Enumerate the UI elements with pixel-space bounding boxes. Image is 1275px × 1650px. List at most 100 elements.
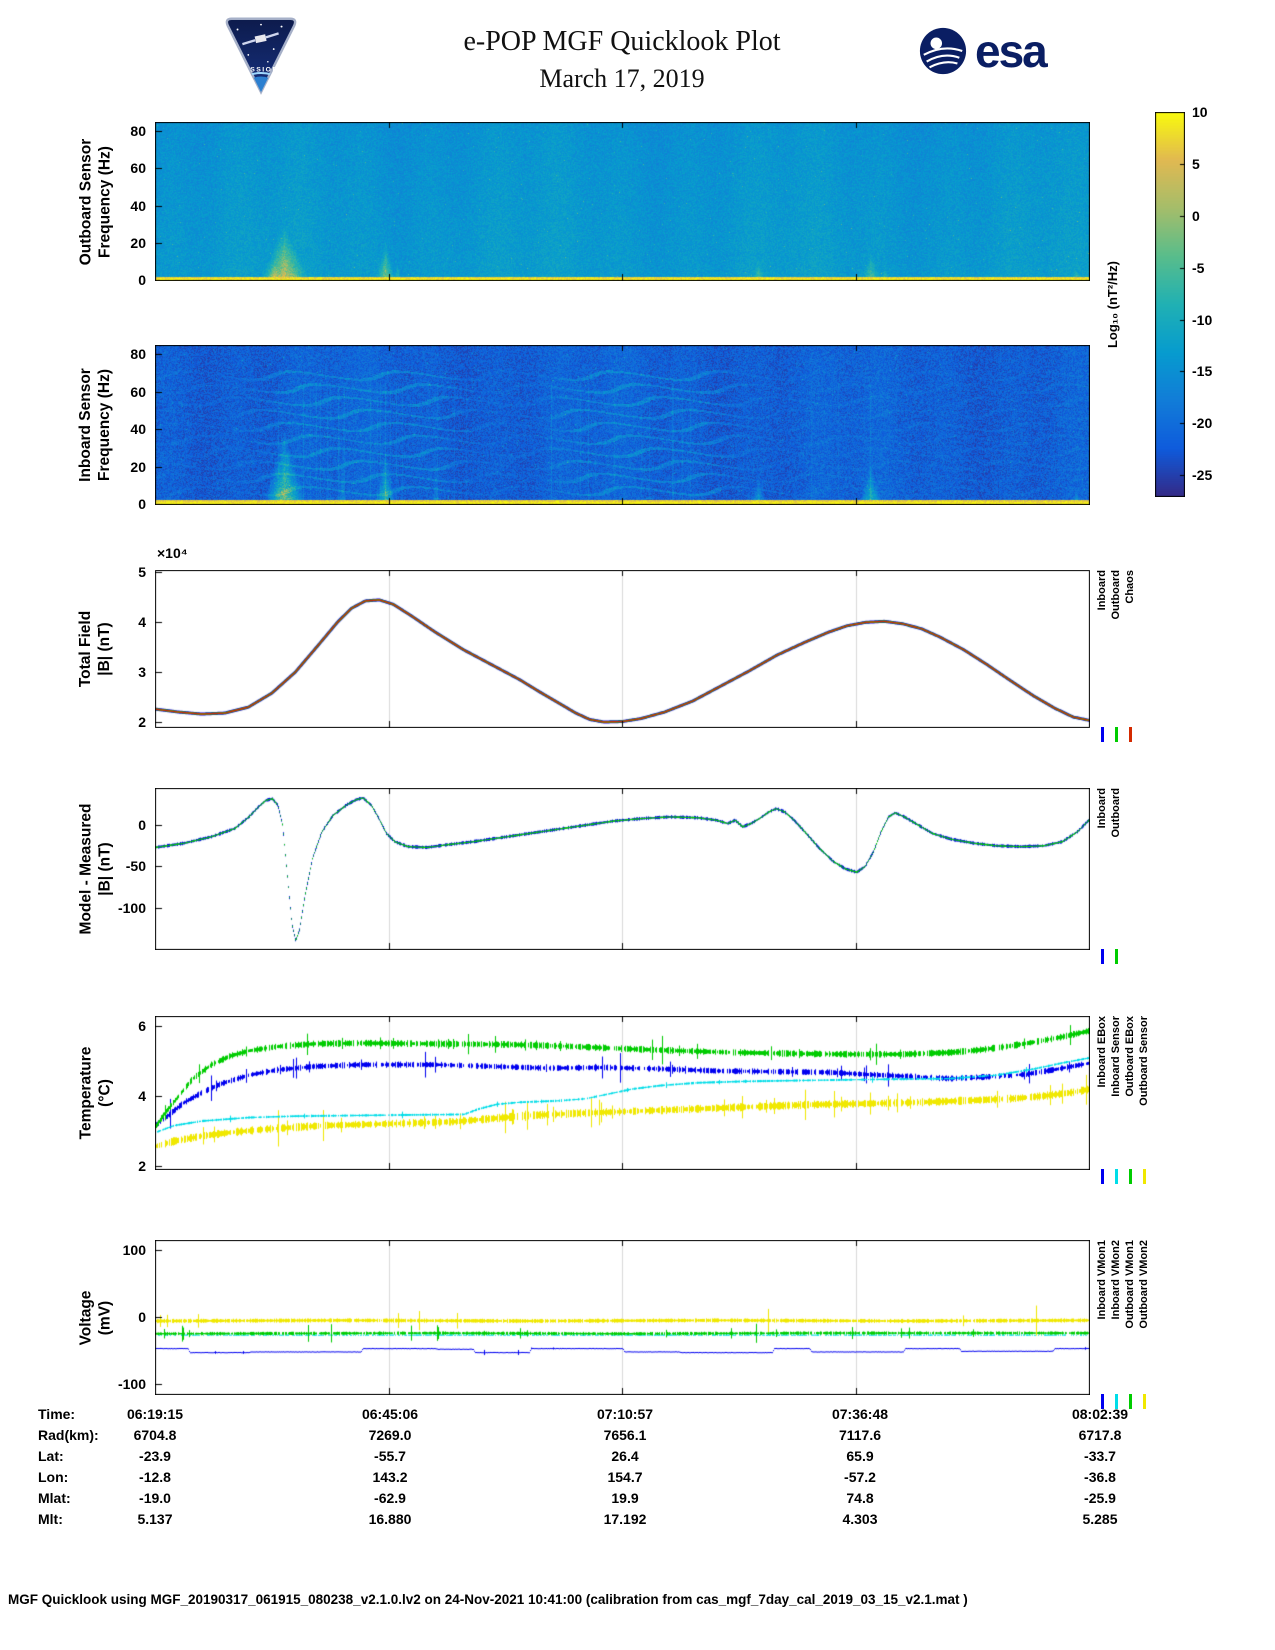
y-tick-label: 20 [130, 458, 146, 475]
ephemeris-cell: -12.8 [139, 1469, 171, 1485]
y-tick-label: 100 [122, 1242, 146, 1259]
page-date: March 17, 2019 [539, 64, 705, 93]
ephemeris-cell: 07:10:57 [596, 1406, 654, 1422]
total-field-ylabel: Total Field |B| (nT) [40, 570, 150, 728]
ephemeris-cell: 74.8 [846, 1490, 874, 1506]
y-tick-label: 4 [138, 614, 146, 631]
ephemeris-cell: -57.2 [844, 1469, 876, 1485]
legend-label: Outboard VMon2 [1138, 1240, 1150, 1329]
legend-item: Inboard [1096, 788, 1108, 964]
legend-color-dash [1100, 1394, 1104, 1409]
legend-label: Chaos [1124, 570, 1136, 604]
y-tick-label: 60 [130, 160, 146, 177]
page-title: e-POP MGF Quicklook Plot [463, 26, 781, 57]
ephemeris-cell: 7656.1 [603, 1427, 647, 1443]
ephemeris-row-label: Lat: [38, 1448, 64, 1464]
y-tick-label: 60 [130, 383, 146, 400]
legend-label: Outboard VMon1 [1124, 1240, 1136, 1329]
legend-color-dash [1114, 949, 1118, 964]
ephemeris-cell: 143.2 [372, 1469, 408, 1485]
footer-note: MGF Quicklook using MGF_20190317_061915_… [8, 1592, 968, 1607]
ephemeris-cell: 6704.8 [133, 1427, 177, 1443]
legend-color-dash [1114, 1169, 1118, 1184]
legend-item: Inboard VMon1 [1096, 1240, 1108, 1409]
ephemeris-cell: 5.285 [1082, 1511, 1118, 1527]
ephemeris-row-label: Mlat: [38, 1490, 71, 1506]
colorbar-tick-label: 5 [1192, 155, 1200, 172]
ephemeris-cell: 17.192 [603, 1511, 647, 1527]
total-field-scale-label: ×10⁴ [157, 545, 188, 561]
ephemeris-row-label: Time: [38, 1406, 76, 1422]
ylabel-line: Inboard Sensor [77, 368, 94, 482]
ylabel-line: Total Field [76, 610, 94, 688]
y-tick-label: -50 [125, 858, 146, 875]
inboard-spectrogram-canvas [155, 345, 1090, 505]
ylabel-line: |B| (nT) [95, 622, 113, 676]
ephemeris-row-label: Rad(km): [38, 1427, 99, 1443]
ephemeris-cell: 7117.6 [838, 1427, 882, 1443]
legend-item: Chaos [1124, 570, 1136, 742]
ephemeris-cell: 5.137 [137, 1511, 173, 1527]
ephemeris-cell: -55.7 [374, 1448, 406, 1464]
ephemeris-cell: 16.880 [368, 1511, 412, 1527]
y-tick-label: -100 [117, 899, 146, 916]
total-field-canvas [155, 570, 1090, 728]
ylabel-line: Outboard Sensor [77, 138, 95, 265]
ephemeris-cell: 08:02:39 [1071, 1406, 1129, 1422]
ephemeris-row-label: Lon: [38, 1469, 69, 1485]
ephemeris-cell: 6717.8 [1078, 1427, 1122, 1443]
ylabel-line: Temperature [77, 1046, 94, 1140]
model-minus-measured-canvas [155, 788, 1090, 950]
ephemeris-cell: 26.4 [611, 1448, 639, 1464]
ephemeris-cell: 06:19:15 [126, 1406, 184, 1422]
legend-item: Outboard EBox [1124, 1016, 1136, 1184]
legend-color-dash [1142, 1169, 1146, 1184]
colorbar-tick-label: -10 [1192, 311, 1213, 328]
legend-item: Inboard VMon2 [1110, 1240, 1122, 1409]
voltage-legend: Inboard VMon1 Inboard VMon2 Outboard VMon1… [1096, 1240, 1152, 1409]
legend-color-dash [1128, 1169, 1132, 1184]
legend-label: Outboard EBox [1124, 1016, 1136, 1097]
legend-label: Outboard [1110, 788, 1122, 838]
legend-label: Inboard VMon1 [1096, 1240, 1108, 1320]
y-tick-label: 3 [138, 664, 146, 681]
legend-label: Inboard Sensor [1110, 1016, 1122, 1097]
model-minus-measured-legend: Inboard Outboard [1096, 788, 1152, 964]
temperature-canvas [155, 1016, 1090, 1170]
legend-color-dash [1128, 1394, 1132, 1409]
y-tick-label: 0 [138, 496, 146, 512]
legend-item: Outboard [1110, 570, 1122, 742]
legend-item: Outboard VMon1 [1124, 1240, 1136, 1409]
legend-color-dash [1142, 1394, 1146, 1409]
legend-item: Inboard EBox [1096, 1016, 1108, 1184]
ephemeris-cell: 154.7 [607, 1469, 643, 1485]
esa-emblem-icon [919, 27, 967, 75]
legend-label: Inboard VMon2 [1110, 1240, 1122, 1320]
mission-patch-shape [225, 17, 297, 95]
legend-label: Outboard Sensor [1138, 1016, 1150, 1106]
y-tick-label: 0 [138, 817, 146, 834]
y-tick-label: 80 [130, 346, 146, 363]
esa-logo: esa [918, 26, 1048, 76]
cassiope-mission-logo: CASSIOPE [225, 17, 297, 95]
ephemeris-cell: 4.303 [842, 1511, 878, 1527]
y-tick-label: 5 [138, 564, 146, 581]
legend-color-dash [1114, 727, 1118, 742]
ephemeris-cell: -36.8 [1084, 1469, 1116, 1485]
y-tick-label: 2 [138, 714, 146, 731]
colorbar [1155, 112, 1185, 497]
ephemeris-row-label: Mlt: [38, 1511, 63, 1527]
ylabel-line: Model - Measured [77, 803, 95, 935]
y-tick-label: 40 [130, 421, 146, 438]
legend-color-dash [1100, 949, 1104, 964]
legend-item: Outboard Sensor [1138, 1016, 1150, 1184]
ephemeris-cell: -62.9 [374, 1490, 406, 1506]
ephemeris-cell: 07:36:48 [831, 1406, 889, 1422]
ylabel-line: Frequency (Hz) [96, 145, 114, 258]
colorbar-tick-label: 0 [1192, 207, 1200, 224]
ylabel-line: (°C) [96, 1079, 113, 1107]
ephemeris-cell: 19.9 [611, 1490, 639, 1506]
legend-color-dash [1100, 1169, 1104, 1184]
ephemeris-cell: -23.9 [139, 1448, 171, 1464]
